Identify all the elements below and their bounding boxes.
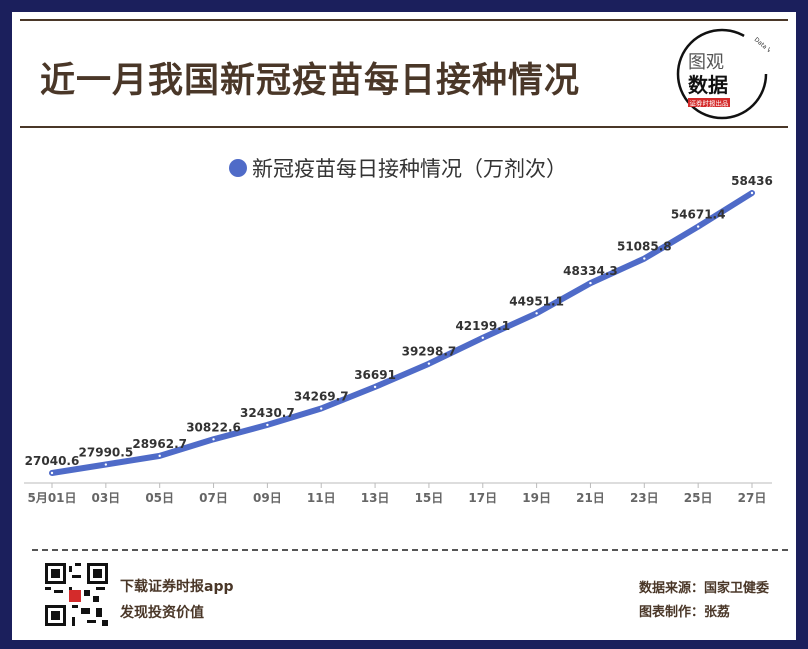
footer-divider [32,549,788,551]
data-point[interactable] [50,471,54,475]
data-label: 30822.6 [186,420,241,434]
data-label: 39298.7 [402,345,457,359]
data-point[interactable] [750,191,754,195]
logo-line1: 图观 [688,52,724,73]
logo-line2: 数据 [688,73,728,97]
x-tick-label: 09日 [253,491,282,505]
data-source-text: 数据来源：国家卫健委 [639,581,770,596]
legend-label: 新冠疫苗每日接种情况（万剂次） [252,157,567,181]
page-title: 近一月我国新冠疫苗每日接种情况 [40,61,581,101]
data-point[interactable] [481,336,484,340]
data-point[interactable] [158,454,161,458]
x-tick-label: 05日 [145,491,174,505]
poster-panel: 近一月我国新冠疫苗每日接种情况 图观 数据 证券时报出品 Data Visual… [12,12,796,640]
x-tick-label: 23日 [630,491,659,505]
data-point[interactable] [373,385,377,389]
data-point[interactable] [104,463,108,466]
data-label: 44951.1 [509,294,564,308]
logo-icon: 图观 数据 证券时报出品 Data Visualization [676,28,770,120]
line-chart: 新冠疫苗每日接种情况（万剂次） 5月01日 03日 05日 07日 09日 11日 13日 1… [24,157,773,505]
x-tick-label: 17日 [468,491,497,505]
series-line [49,190,755,476]
x-tick-label: 21日 [576,491,605,505]
data-label: 42199.1 [455,319,510,333]
data-label: 34269.7 [294,390,349,404]
data-label: 54671.4 [671,208,726,222]
title-bottom-rule [20,126,788,128]
x-tick-label: 11日 [307,491,336,505]
x-tick-label: 25日 [684,491,713,505]
data-point[interactable] [696,225,700,228]
data-label: 27040.6 [25,454,80,468]
data-point[interactable] [320,407,323,410]
app-slogan-text: 发现投资价值 [120,605,204,621]
legend-marker[interactable] [229,159,247,177]
data-label: 36691 [354,368,396,382]
data-label: 27990.5 [79,446,134,460]
data-point[interactable] [427,362,431,365]
data-point[interactable] [212,438,215,441]
data-label: 28962.7 [132,437,187,451]
x-tick-label: 5月01日 [27,491,76,505]
data-point[interactable] [589,281,592,285]
data-point[interactable] [535,312,538,315]
x-tick-label: 15日 [415,491,444,505]
x-tick-label: 03日 [91,491,120,505]
data-label: 58436 [731,174,773,188]
chart-author-text: 图表制作：张荔 [639,605,731,620]
data-point[interactable] [266,423,269,427]
data-point[interactable] [643,257,646,260]
x-tick-label: 07日 [199,491,228,505]
data-label: 32430.7 [240,406,295,420]
title-top-rule [20,19,788,21]
app-download-text: 下载证券时报app [120,579,234,595]
x-tick-label: 19日 [522,491,551,505]
x-tick-label: 13日 [361,491,390,505]
logo-badge: 证券时报出品 [690,99,729,108]
qr-code-icon[interactable] [45,563,108,626]
data-label: 51085.8 [617,240,672,254]
data-label: 48334.3 [563,264,618,278]
x-tick-label: 27日 [738,491,767,505]
